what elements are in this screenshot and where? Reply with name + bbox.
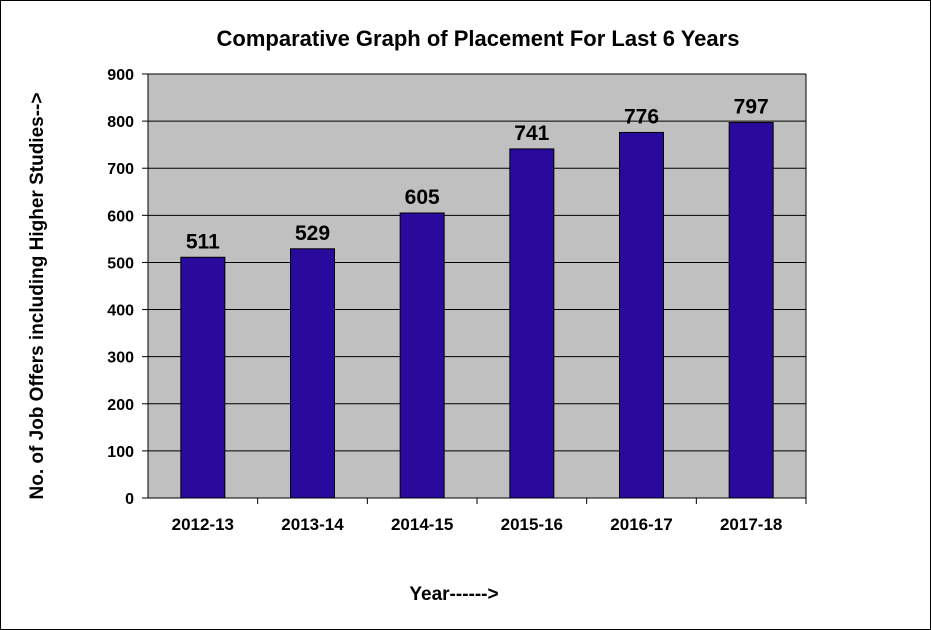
chart-title: Comparative Graph of Placement For Last …: [217, 26, 740, 51]
y-tick-label: 300: [107, 350, 134, 367]
bar: [509, 148, 555, 499]
bar: [180, 256, 226, 499]
bars: [180, 122, 774, 499]
y-tick-label: 500: [107, 255, 134, 272]
x-tick-label: 2012-13: [172, 515, 234, 534]
data-labels: 511 529 605 741 776 797: [186, 96, 769, 254]
bar: [728, 122, 774, 499]
y-tick-label: 700: [107, 161, 134, 178]
x-tick-label: 2014-15: [391, 515, 453, 534]
y-tick-label: 800: [107, 114, 134, 131]
axes: [142, 73, 807, 504]
x-tick-label: 2017-18: [720, 515, 782, 534]
y-tick-label: 100: [107, 444, 134, 461]
y-tick-label: 0: [125, 491, 134, 508]
bar: [290, 248, 335, 499]
bar: [399, 212, 445, 499]
plot-area: [148, 74, 806, 498]
y-tick-label: 900: [107, 67, 134, 84]
x-tick-label: 2016-17: [610, 515, 672, 534]
y-tick-label: 600: [107, 208, 134, 225]
x-tick-label: 2015-16: [501, 515, 563, 534]
y-axis-label: No. of Job Offers including Higher Studi…: [27, 93, 48, 500]
data-label: 529: [295, 222, 330, 245]
data-label: 797: [734, 96, 769, 119]
data-label: 511: [186, 230, 220, 253]
data-label: 776: [624, 105, 659, 128]
y-tick-labels: 0 100 200 300 400 500 600 700 800 900: [107, 67, 134, 508]
data-label: 605: [405, 186, 440, 209]
bar: [619, 131, 664, 499]
y-tick-label: 200: [107, 397, 134, 414]
data-label: 741: [514, 122, 549, 145]
x-axis-label: Year------>: [409, 584, 498, 605]
x-tick-label: 2013-14: [281, 515, 344, 534]
y-tick-label: 400: [107, 303, 134, 320]
x-tick-labels: 2012-13 2013-14 2014-15 2015-16 2016-17 2017-…: [172, 515, 783, 534]
